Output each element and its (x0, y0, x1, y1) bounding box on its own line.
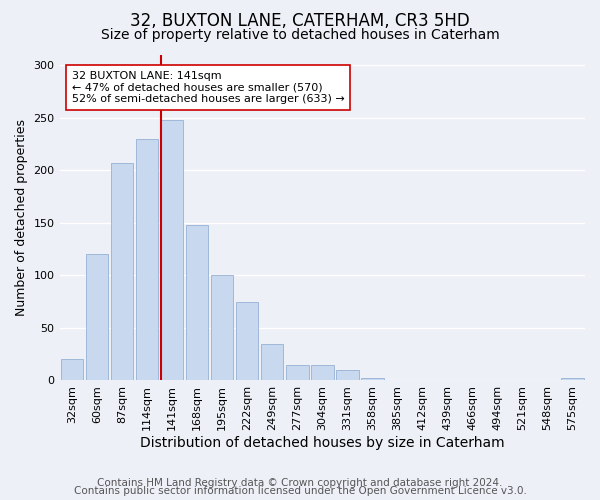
Bar (86, 254, 109, 380)
Bar (361, 378, 383, 380)
Bar (161, 120, 184, 380)
Text: Contains public sector information licensed under the Open Government Licence v3: Contains public sector information licen… (74, 486, 526, 496)
Bar (336, 370, 359, 380)
Bar (61, 360, 83, 380)
Text: 32, BUXTON LANE, CATERHAM, CR3 5HD: 32, BUXTON LANE, CATERHAM, CR3 5HD (130, 12, 470, 30)
Bar (136, 139, 158, 380)
Bar (211, 276, 233, 380)
Text: Size of property relative to detached houses in Caterham: Size of property relative to detached ho… (101, 28, 499, 42)
Text: Contains HM Land Registry data © Crown copyright and database right 2024.: Contains HM Land Registry data © Crown c… (97, 478, 503, 488)
Bar (311, 364, 334, 380)
X-axis label: Distribution of detached houses by size in Caterham: Distribution of detached houses by size … (140, 436, 505, 450)
Bar (186, 225, 208, 380)
Bar (236, 302, 259, 380)
Text: 32 BUXTON LANE: 141sqm
← 47% of detached houses are smaller (570)
52% of semi-de: 32 BUXTON LANE: 141sqm ← 47% of detached… (72, 70, 345, 104)
Bar (286, 364, 308, 380)
Y-axis label: Number of detached properties: Number of detached properties (15, 119, 28, 316)
Bar (111, 163, 133, 380)
Bar (261, 344, 283, 380)
Bar (561, 378, 584, 380)
